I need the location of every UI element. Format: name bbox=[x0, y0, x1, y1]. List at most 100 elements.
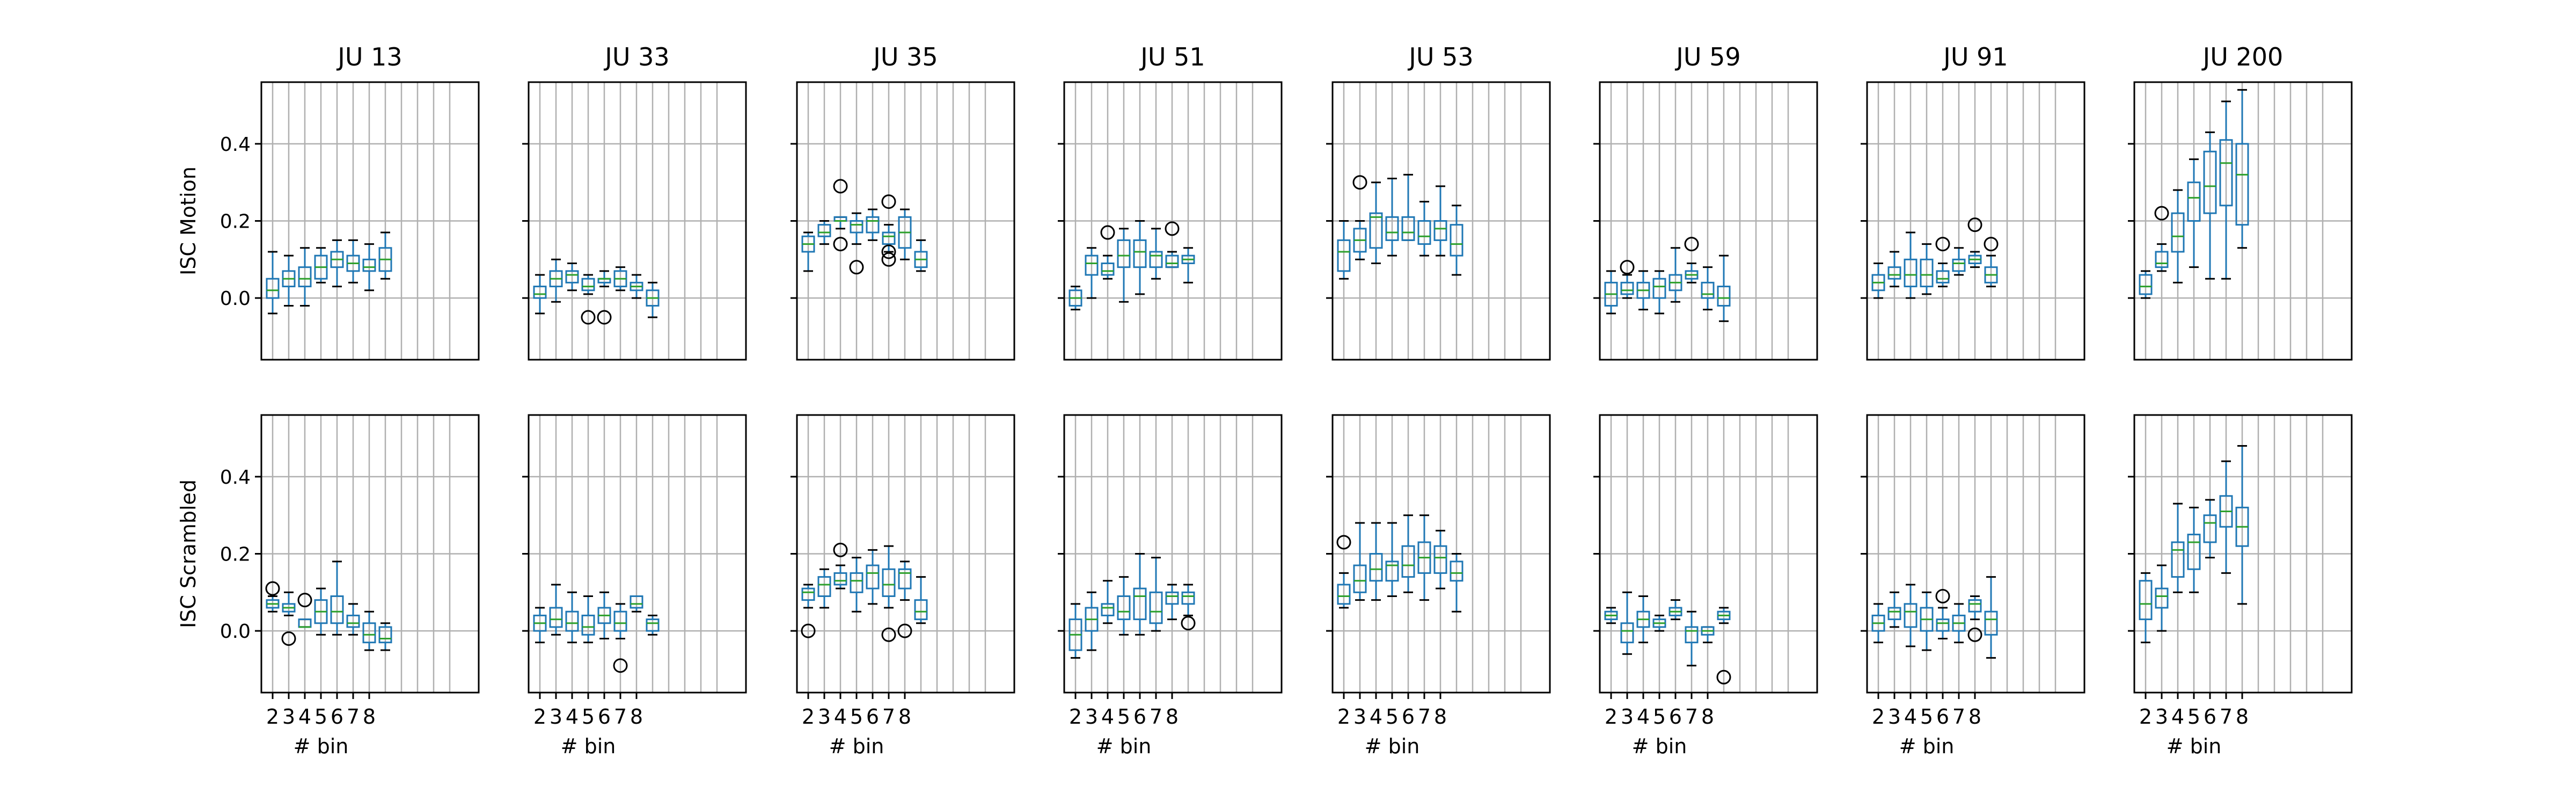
box bbox=[882, 568, 896, 597]
panel: 2 3 4 5 6 7 8 # bin bbox=[1861, 414, 2085, 758]
box bbox=[2171, 212, 2185, 253]
x-tick-label: 2 bbox=[1605, 705, 1618, 729]
box bbox=[1117, 239, 1131, 268]
box bbox=[866, 216, 880, 234]
x-tick-label: 8 bbox=[2236, 705, 2249, 729]
panel: JU 33 bbox=[522, 42, 747, 361]
box bbox=[266, 278, 280, 299]
x-tick-label: 8 bbox=[898, 705, 911, 729]
x-axis-label: # bin bbox=[1096, 734, 1152, 758]
panel-title: JU 35 bbox=[872, 42, 938, 71]
x-axis-label: # bin bbox=[1365, 734, 1420, 758]
panel: 2 3 4 5 6 7 8 # bin bbox=[791, 414, 1015, 758]
panel: 0.0 0.2 0.4 2 3 4 5 6 7 8 # bin bbox=[220, 414, 480, 758]
outlier-point bbox=[801, 623, 816, 638]
x-axis-label: # bin bbox=[1632, 734, 1687, 758]
panel: 2 3 4 5 6 7 8 # bin bbox=[1593, 414, 1818, 758]
box bbox=[362, 622, 376, 644]
x-tick-label: 4 bbox=[298, 705, 311, 729]
outlier-point bbox=[2154, 206, 2169, 221]
panel-title: JU 13 bbox=[336, 42, 402, 71]
panel-title: JU 91 bbox=[1942, 42, 2008, 71]
x-tick-label: 7 bbox=[1685, 705, 1698, 729]
x-tick-label: 3 bbox=[1888, 705, 1901, 729]
box bbox=[1984, 610, 1998, 636]
x-tick-label: 5 bbox=[1117, 705, 1130, 729]
outlier-point bbox=[1336, 535, 1351, 550]
x-tick-label: 7 bbox=[1418, 705, 1431, 729]
box bbox=[1701, 281, 1715, 299]
x-axis-label: # bin bbox=[829, 734, 884, 758]
outlier-point bbox=[881, 627, 896, 642]
box bbox=[1369, 212, 1383, 249]
outlier-point bbox=[849, 260, 864, 275]
x-tick-label: 4 bbox=[1101, 705, 1114, 729]
x-tick-label: 3 bbox=[1353, 705, 1366, 729]
outlier-point bbox=[881, 252, 896, 267]
box bbox=[362, 258, 376, 272]
x-tick-label: 5 bbox=[314, 705, 327, 729]
outlier-point bbox=[897, 623, 912, 638]
box bbox=[1353, 564, 1367, 593]
box bbox=[1101, 603, 1115, 616]
box bbox=[533, 286, 547, 299]
box bbox=[613, 610, 627, 632]
box bbox=[2219, 139, 2233, 207]
panel: 2 3 4 5 6 7 8 # bin bbox=[522, 414, 747, 758]
box bbox=[1620, 281, 1634, 295]
box bbox=[1920, 258, 1934, 288]
box bbox=[1401, 545, 1415, 578]
x-tick-label: 2 bbox=[266, 705, 279, 729]
x-tick-label: 7 bbox=[347, 705, 360, 729]
box bbox=[914, 599, 928, 621]
box bbox=[1904, 258, 1918, 288]
y-tick-label: 0.0 bbox=[220, 288, 251, 310]
box bbox=[2203, 514, 2217, 543]
panel-title: JU 53 bbox=[1407, 42, 1473, 71]
box bbox=[1417, 220, 1431, 245]
x-tick-label: 4 bbox=[1904, 705, 1917, 729]
x-tick-label: 7 bbox=[614, 705, 627, 729]
box bbox=[581, 614, 595, 636]
box bbox=[1652, 278, 1666, 299]
panel: JU 91 bbox=[1861, 42, 2085, 361]
box bbox=[850, 572, 863, 593]
box bbox=[1337, 239, 1351, 272]
x-tick-label: 5 bbox=[1653, 705, 1666, 729]
box bbox=[2155, 587, 2169, 609]
x-tick-label: 8 bbox=[1701, 705, 1714, 729]
box bbox=[866, 564, 880, 589]
x-tick-label: 6 bbox=[866, 705, 879, 729]
box bbox=[1369, 553, 1383, 582]
box bbox=[581, 278, 595, 292]
x-axis-label: # bin bbox=[1899, 734, 1955, 758]
x-tick-label: 5 bbox=[582, 705, 595, 729]
box bbox=[833, 572, 847, 586]
box bbox=[1433, 220, 1447, 241]
x-tick-label: 2 bbox=[533, 705, 546, 729]
outlier-point bbox=[1967, 217, 1982, 232]
x-tick-label: 3 bbox=[1085, 705, 1098, 729]
outlier-point bbox=[1165, 221, 1180, 236]
x-tick-label: 4 bbox=[2171, 705, 2184, 729]
outlier-point bbox=[881, 244, 896, 259]
outlier-point bbox=[833, 237, 848, 252]
box bbox=[1101, 262, 1115, 276]
outlier-point bbox=[1716, 669, 1731, 685]
box bbox=[1165, 591, 1179, 605]
box bbox=[1450, 224, 1463, 257]
box bbox=[1133, 239, 1147, 268]
box bbox=[817, 576, 831, 597]
box bbox=[1385, 216, 1399, 241]
box bbox=[898, 568, 912, 589]
x-tick-label: 7 bbox=[1952, 705, 1965, 729]
outlier-point bbox=[1620, 260, 1635, 275]
y-axis-label: ISC Motion bbox=[177, 166, 200, 275]
outlier-point bbox=[833, 542, 848, 557]
x-tick-label: 8 bbox=[363, 705, 376, 729]
box bbox=[378, 626, 392, 644]
outlier-point bbox=[1935, 237, 1950, 252]
box bbox=[850, 220, 863, 234]
outlier-point bbox=[1684, 237, 1699, 252]
